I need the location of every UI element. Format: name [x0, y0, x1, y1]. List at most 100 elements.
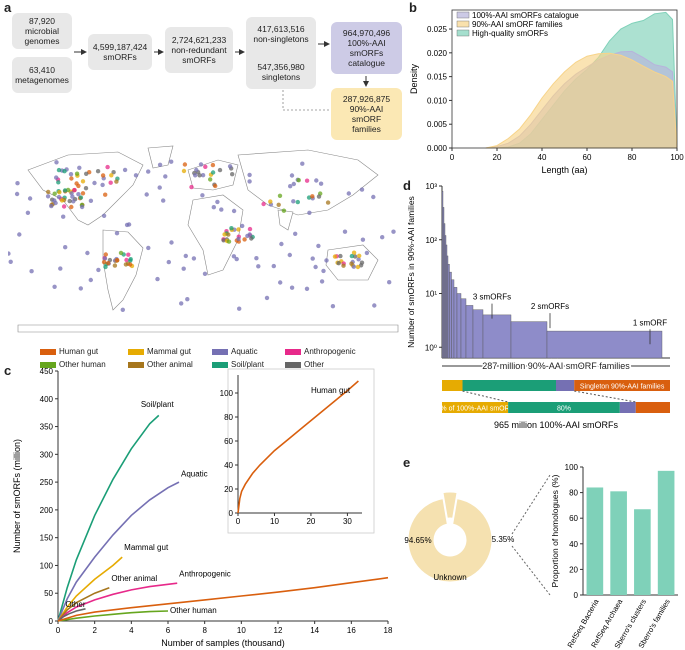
map-sample-dot: [61, 204, 67, 209]
map-sample-dot: [202, 271, 208, 276]
map-sample-dot: [364, 250, 370, 256]
map-sample-dot: [101, 213, 107, 218]
map-sample-dot: [128, 258, 133, 263]
y-tick-label: 80: [569, 489, 578, 498]
map-sample-dot: [261, 201, 266, 207]
map-sample-dot: [210, 170, 216, 175]
map-sample-dot: [256, 264, 261, 269]
accum-line-3: [57, 586, 110, 622]
map-sample-dot: [321, 268, 326, 274]
map-sample-dot: [304, 178, 310, 183]
map-sample-dot: [226, 232, 231, 237]
accum-line-5: [57, 608, 86, 622]
size-annotation: 2 smORFs: [531, 302, 569, 311]
y-axis-label: Number of smORFs (million): [12, 439, 22, 553]
series-label: Other human: [170, 606, 217, 615]
map-sample-dot: [169, 159, 174, 164]
map-sample-dot: [17, 232, 22, 237]
map-sample-dot: [80, 179, 86, 184]
smorf-stack-segment: [635, 402, 670, 413]
inset-series-label: Human gut: [311, 386, 351, 395]
x-tick-label: 10: [237, 626, 246, 635]
map-sample-dot: [236, 227, 241, 232]
homologue-chart: 94.65% 5.35% Unknown 0 20 40 60 80 100 Proportion…: [404, 463, 678, 650]
map-sample-dot: [200, 173, 206, 178]
map-sample-dot: [304, 286, 310, 291]
map-sample-dot: [53, 200, 58, 206]
x-axis-label: Length (aa): [541, 165, 587, 175]
map-sample-dot: [92, 180, 97, 186]
y-tick-label: 0.025: [427, 25, 448, 34]
panel-c-letter: c: [4, 363, 12, 378]
y-tick-label: 20: [569, 565, 578, 574]
y-axis-label: Density: [409, 63, 419, 94]
x-tick-label: 8: [202, 626, 207, 635]
families-box: 287,926,875 90%-AAI smORF families: [331, 88, 402, 140]
pie-center-label: Unknown: [433, 573, 466, 582]
map-sample-dot: [62, 188, 68, 193]
pie-slice-1: [442, 491, 458, 519]
legend-swatch: [212, 348, 228, 355]
antarctica: [17, 324, 399, 333]
map-sample-dot: [356, 257, 361, 262]
smorf-stack-segment: [442, 402, 509, 413]
family-stack-label: Singleton 90%-AAI families: [580, 384, 665, 391]
map-sample-dot: [314, 178, 319, 183]
x-tick-label: 18: [384, 626, 393, 635]
map-sample-dot: [57, 190, 62, 195]
map-sample-dot: [210, 162, 216, 168]
series-label: Soil/plant: [141, 400, 175, 409]
map-sample-dot: [332, 254, 338, 259]
legend-other-human: Other human: [40, 360, 106, 369]
panel-a-letter: a: [4, 0, 12, 15]
map-sample-dot: [15, 181, 20, 186]
x-tick-label: 14: [310, 626, 319, 635]
map-sample-dot: [278, 280, 283, 285]
singletons-label: 547,356,980 singletons: [257, 62, 305, 82]
sample-dots: [8, 159, 396, 312]
map-sample-dot: [240, 223, 245, 229]
map-sample-dot: [27, 196, 33, 201]
map-sample-dot: [351, 264, 356, 269]
map-sample-dot: [281, 208, 287, 213]
homologue-bar: [610, 491, 627, 595]
y-tick-label: 50: [44, 589, 53, 598]
map-sample-dot: [157, 162, 163, 167]
y-tick-label: 200: [40, 506, 54, 515]
x-tick-label: 6: [166, 626, 171, 635]
map-sample-dot: [182, 162, 188, 167]
nonsingletons-label: 417,613,516 non-singletons: [253, 24, 309, 44]
africa: [187, 194, 244, 276]
y-tick-label: 250: [40, 478, 54, 487]
family-size-bar: [453, 287, 458, 359]
y-tick-label: 400: [40, 395, 54, 404]
map-sample-dot: [351, 250, 357, 255]
map-sample-dot: [189, 184, 194, 190]
map-sample-dot: [114, 179, 119, 184]
greenland: [147, 145, 174, 169]
map-sample-dot: [144, 192, 149, 197]
map-sample-dot: [112, 263, 118, 268]
legend-soil-plant: Soil/plant: [212, 360, 264, 369]
x-tick-label: 16: [347, 626, 356, 635]
family-stack-segment: [574, 380, 670, 391]
map-sample-dot: [76, 192, 81, 197]
map-sample-dot: [242, 237, 247, 242]
map-sample-dot: [185, 297, 190, 302]
map-sample-dot: [289, 285, 295, 290]
map-sample-dot: [76, 183, 81, 189]
south-america: [102, 229, 144, 311]
map-sample-dot: [236, 236, 241, 242]
legend-swatch: [128, 348, 144, 355]
map-sample-dot: [247, 172, 252, 178]
map-sample-dot: [227, 164, 233, 169]
homologue-bar: [657, 470, 675, 595]
map-sample-dot: [371, 194, 376, 200]
panel-e-letter: e: [403, 455, 411, 470]
map-sample-dot: [88, 277, 94, 283]
map-sample-dot: [310, 256, 315, 261]
microbial-genomes-box: 87,920 microbial genomes: [12, 13, 72, 49]
map-sample-dot: [289, 173, 295, 178]
accumulation-chart: 0 2 4 6 8 10 12 14 16 180501001502002503003504004…: [12, 367, 393, 648]
y-tick-label: 60: [569, 514, 578, 523]
